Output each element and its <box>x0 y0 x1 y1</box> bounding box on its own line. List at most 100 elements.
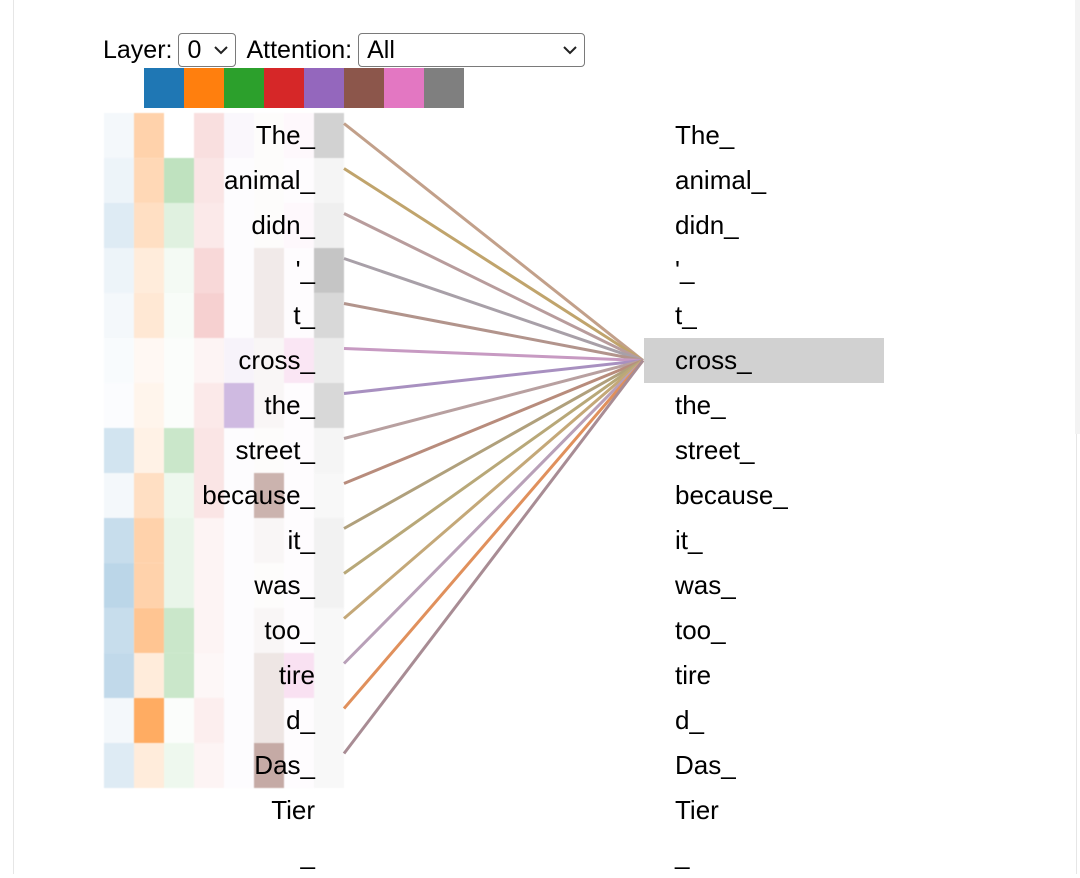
heatmap-cell <box>284 113 314 158</box>
heatmap-cell <box>254 518 284 563</box>
right-token[interactable]: too_ <box>675 615 726 645</box>
heatmap-cell <box>164 203 194 248</box>
attention-select[interactable]: All <box>358 33 586 67</box>
selected-token-highlight <box>644 338 884 383</box>
heatmap-cell <box>254 743 284 788</box>
heatmap-cell <box>254 383 284 428</box>
head-color-swatch-3[interactable] <box>264 68 304 108</box>
left-token[interactable]: The_ <box>255 120 315 150</box>
left-token[interactable]: street_ <box>235 435 316 465</box>
heatmap-cell <box>194 338 224 383</box>
heatmap-cell <box>314 293 344 338</box>
right-token[interactable]: t_ <box>675 300 697 330</box>
heatmap-cell <box>164 608 194 653</box>
heatmap-cell <box>284 203 314 248</box>
left-token[interactable]: _ <box>300 840 315 870</box>
left-token[interactable]: tire <box>278 660 315 690</box>
heatmap-cell <box>194 608 224 653</box>
heatmap-cell <box>104 158 134 203</box>
heatmap-cell <box>194 248 224 293</box>
right-token[interactable]: because_ <box>675 480 788 510</box>
right-token[interactable]: was_ <box>675 570 736 600</box>
left-token[interactable]: cross_ <box>238 345 315 375</box>
left-token[interactable]: it_ <box>287 525 315 555</box>
heatmap-cell <box>314 113 344 158</box>
heatmap-cell <box>134 293 164 338</box>
right-token-column: The_ animal_ didn_ '_ t_ cross_ the_ street_bec… <box>675 113 935 873</box>
heatmap-cell <box>314 743 344 788</box>
heatmap-cell <box>104 473 134 518</box>
left-token[interactable]: d_ <box>286 705 315 735</box>
head-color-swatch-2[interactable] <box>224 68 264 108</box>
left-token[interactable]: didn_ <box>251 210 315 240</box>
heatmap-cell <box>134 518 164 563</box>
right-token[interactable]: cross_ <box>675 345 752 375</box>
heatmap-cell <box>104 428 134 473</box>
right-token[interactable]: d_ <box>675 705 704 735</box>
left-token[interactable]: because_ <box>202 480 315 510</box>
heatmap-cell <box>164 158 194 203</box>
right-token[interactable]: the_ <box>675 390 726 420</box>
attention-head-palette <box>144 68 464 108</box>
heatmap-cell <box>104 518 134 563</box>
layer-select[interactable]: 0 <box>178 33 237 67</box>
layer-select-value: 0 <box>187 35 202 64</box>
heatmap-cell <box>134 563 164 608</box>
left-token[interactable]: the_ <box>264 390 315 420</box>
left-token[interactable]: was_ <box>254 570 315 600</box>
left-token[interactable]: t_ <box>293 300 315 330</box>
heatmap-cell <box>104 293 134 338</box>
heatmap-cell <box>194 203 224 248</box>
right-token[interactable]: it_ <box>675 525 703 555</box>
left-token[interactable]: Tier <box>271 795 315 825</box>
heatmap-cell <box>134 158 164 203</box>
left-token[interactable]: animal_ <box>223 165 315 195</box>
heatmap-cell <box>134 383 164 428</box>
heatmap-cell <box>224 113 254 158</box>
left-token[interactable]: too_ <box>264 615 315 645</box>
heatmap-cell <box>104 563 134 608</box>
head-color-swatch-4[interactable] <box>304 68 344 108</box>
heatmap-cell <box>314 338 344 383</box>
right-token[interactable]: street_ <box>675 435 755 465</box>
right-token[interactable]: Das_ <box>675 750 736 780</box>
heatmap-cell <box>314 203 344 248</box>
heatmap-cell <box>254 293 284 338</box>
right-token[interactable]: Tier <box>675 795 719 825</box>
heatmap-cell <box>164 428 194 473</box>
right-token[interactable]: The_ <box>675 120 735 150</box>
right-token[interactable]: animal_ <box>675 165 767 195</box>
heatmap-cell <box>194 653 224 698</box>
heatmap-cell <box>134 203 164 248</box>
head-color-swatch-0[interactable] <box>144 68 184 108</box>
left-token[interactable]: Das_ <box>254 750 315 780</box>
heatmap-cell <box>194 518 224 563</box>
heatmap-cell <box>284 338 314 383</box>
heatmap-cell <box>254 608 284 653</box>
right-token[interactable]: '_ <box>675 255 695 285</box>
attention-select-value: All <box>367 35 395 64</box>
heatmap-cell <box>134 338 164 383</box>
scrollbar[interactable] <box>1075 0 1080 434</box>
right-token[interactable]: tire <box>675 660 712 690</box>
heatmap-cell <box>164 563 194 608</box>
heatmap-cell <box>104 608 134 653</box>
heatmap-cell <box>224 383 254 428</box>
head-color-swatch-6[interactable] <box>384 68 424 108</box>
left-token[interactable]: '_ <box>295 255 315 285</box>
heatmap-cell <box>134 698 164 743</box>
heatmap-cell <box>314 428 344 473</box>
heatmap-cell <box>164 653 194 698</box>
head-color-swatch-1[interactable] <box>184 68 224 108</box>
heatmap-cell <box>194 113 224 158</box>
heatmap-cell <box>314 563 344 608</box>
left-token-column: The_ animal_ didn_ '_ t_ cross_ the_ street_bec… <box>104 113 315 873</box>
head-color-swatch-7[interactable] <box>424 68 464 108</box>
head-color-swatch-5[interactable] <box>344 68 384 108</box>
right-token[interactable]: didn_ <box>675 210 739 240</box>
right-token[interactable]: _ <box>675 840 690 870</box>
heatmap-cell <box>104 248 134 293</box>
heatmap-cell <box>314 473 344 518</box>
heatmap-cell <box>314 698 344 743</box>
heatmap-cell <box>194 473 224 518</box>
